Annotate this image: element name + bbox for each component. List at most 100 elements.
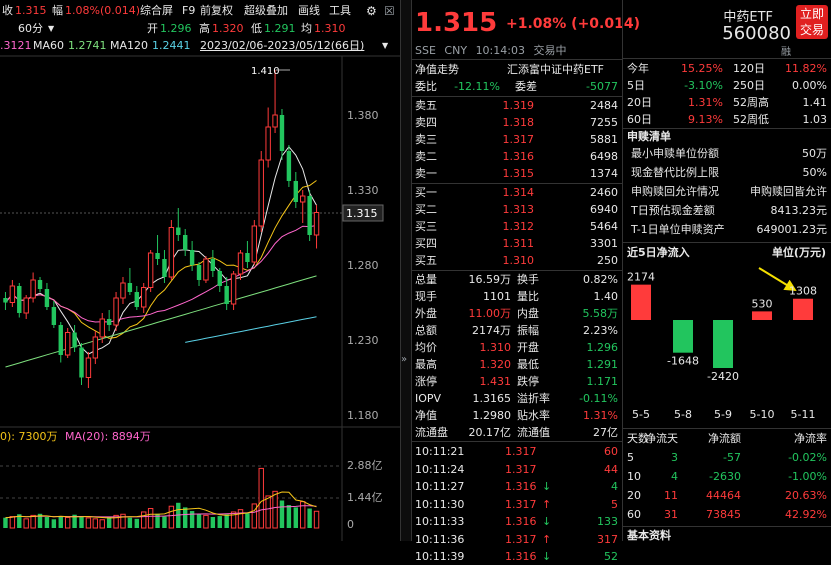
net-flow-date-label: 5-9 — [714, 408, 732, 421]
performance-value: 9.13% — [688, 113, 723, 126]
stat-value: 5.58万 — [582, 307, 619, 320]
ma60-label: MA60 — [33, 39, 65, 52]
tick-time: 10:11:36 — [415, 532, 465, 546]
net-flow-title: 近5日净流入 — [627, 246, 690, 259]
bid-row[interactable]: 买四 1.311 3301 — [411, 235, 622, 252]
stat-label: 量比 — [517, 290, 539, 303]
toolbar-item-4[interactable]: 画线 — [298, 4, 320, 17]
bid-volume: 250 — [597, 254, 618, 267]
stat-value: 1.40 — [593, 290, 619, 303]
bid-row[interactable]: 买五 1.310 250 — [411, 252, 622, 269]
net-flow-unit: 单位(万元) — [771, 246, 826, 259]
candle — [168, 227, 175, 278]
ask-row[interactable]: 卖一 1.315 1374 — [411, 165, 622, 182]
candle — [141, 287, 147, 308]
volume-bar — [120, 513, 126, 529]
price-chart[interactable]: 1.380 1.330 1.280 1.230 1.180 1.315 1.41… — [0, 0, 400, 541]
ask-volume: 2484 — [590, 99, 618, 112]
stat-row: 涨停 1.431 跌停 1.171 — [411, 373, 622, 390]
ask-volume: 5881 — [590, 133, 618, 146]
period-dropdown-icon[interactable]: ▼ — [48, 24, 55, 33]
candle — [3, 298, 8, 303]
date-range[interactable]: 2023/02/06-2023/05/12(66日) — [200, 39, 365, 52]
candle — [51, 307, 57, 325]
candle — [155, 253, 160, 259]
stat-label: 总额 — [415, 324, 437, 337]
flow-table-row: 10 4 -2630 -1.00% — [623, 468, 831, 485]
avg-value: 1.310 — [314, 22, 346, 35]
candle — [307, 196, 312, 235]
candle — [79, 347, 84, 378]
performance-row: 20日 1.31% 52周高 1.41 — [623, 94, 831, 111]
settings-gear-icon[interactable]: ⚙ — [366, 4, 377, 18]
volume-bar — [92, 518, 99, 529]
trade-now-button[interactable]: 立即交易 — [796, 5, 828, 39]
ask-row[interactable]: 卖五 1.319 2484 — [411, 97, 622, 114]
low-label: 低 — [251, 22, 262, 35]
subscription-row: 现金替代比例上限 50% — [623, 164, 831, 181]
volume-bar — [3, 517, 8, 528]
stat-row: IOPV 1.3165 溢折率 -0.11% — [411, 390, 622, 407]
tick-time: 10:11:39 — [415, 550, 465, 563]
open-value: 1.296 — [160, 22, 192, 35]
price-change: +1.08% (+0.014) — [506, 16, 640, 32]
toolbar-item-5[interactable]: 工具 — [329, 4, 351, 17]
volume-bar — [72, 514, 77, 528]
trade-now-label: 立即交易 — [799, 7, 824, 37]
candle — [217, 271, 222, 286]
ratio-label: 委比 — [415, 80, 437, 93]
change-value: 1.08%(0.014) — [65, 4, 141, 17]
bid-row[interactable]: 买三 1.312 5464 — [411, 218, 622, 235]
subscription-row: T日预估现金差额 8413.23元 — [623, 202, 831, 219]
price-axis-label-1: 1.330 — [347, 184, 379, 197]
toolbar-item-0[interactable]: 综合屏 — [140, 4, 173, 17]
close-panel-icon[interactable]: ☒ — [384, 4, 395, 18]
trading-status: 交易中 — [533, 44, 567, 57]
tick-volume: 52 — [604, 550, 618, 563]
volume-bar — [237, 509, 244, 529]
candle — [106, 319, 112, 325]
tick-row: 10:11:39 1.316 ↓ 52 — [411, 548, 622, 565]
candle — [113, 297, 119, 326]
down-arrow-icon: ↓ — [542, 515, 552, 528]
flow-table-cell: -2630 — [709, 470, 741, 483]
up-arrow-icon: ↑ — [542, 497, 552, 511]
collapse-arrow-icon[interactable]: » — [401, 354, 408, 365]
performance-value: -3.10% — [684, 79, 723, 92]
diff-value: -5077 — [586, 80, 618, 93]
volume-ma20-value: 8894万 — [111, 430, 151, 443]
basic-info-tab[interactable]: 基本资料 — [627, 529, 671, 542]
net-flow-chart: 2174 5-5 -1648 5-8 -2420 5-9 530 5-10 1308 5-11 — [627, 267, 817, 421]
nav-row[interactable]: 净值走势 汇添富中证中药ETF — [411, 61, 622, 78]
volume-bar — [147, 508, 154, 529]
ask-row[interactable]: 卖三 1.317 5881 — [411, 131, 622, 148]
ask-row[interactable]: 卖四 1.318 7255 — [411, 114, 622, 131]
performance-value: 11.82% — [785, 62, 827, 75]
close-value: 1.315 — [15, 4, 47, 17]
subscription-value: 8413.23元 — [770, 204, 828, 217]
candle — [286, 151, 292, 181]
stat-label: 流通值 — [517, 426, 550, 439]
net-flow-date-label: 5-5 — [632, 408, 650, 421]
tick-price: 1.317 — [505, 445, 537, 458]
toolbar-item-3[interactable]: 超级叠加 — [244, 4, 288, 17]
candle — [30, 279, 36, 299]
stat-value: 20.17亿 — [468, 426, 512, 439]
toolbar-item-1[interactable]: F9 — [182, 4, 196, 17]
price-axis-label-3: 1.230 — [347, 334, 379, 347]
bid-row[interactable]: 买一 1.314 2460 — [411, 184, 622, 201]
volume-bar — [251, 503, 258, 529]
ma120-line — [185, 316, 317, 343]
chart-pane[interactable]: 收 1.315 幅 1.08%(0.014) 综合屏 F9 前复权 超级叠加 画… — [0, 0, 400, 541]
ask-row[interactable]: 卖二 1.316 6498 — [411, 148, 622, 165]
ask-price: 1.316 — [502, 150, 535, 163]
stat-row: 净值 1.2980 贴水率 1.31% — [411, 407, 622, 424]
candle — [44, 289, 50, 307]
tick-row: 10:11:27 1.316 ↓ 4 — [411, 478, 622, 495]
subscription-label: 最小申赎单位份额 — [631, 147, 719, 160]
bid-row[interactable]: 买二 1.313 6940 — [411, 201, 622, 218]
stat-value: 11.00万 — [468, 307, 512, 320]
date-range-dropdown-icon[interactable]: ▼ — [382, 41, 389, 50]
period-selector[interactable]: 60分 — [18, 22, 43, 35]
toolbar-item-2[interactable]: 前复权 — [200, 4, 233, 17]
